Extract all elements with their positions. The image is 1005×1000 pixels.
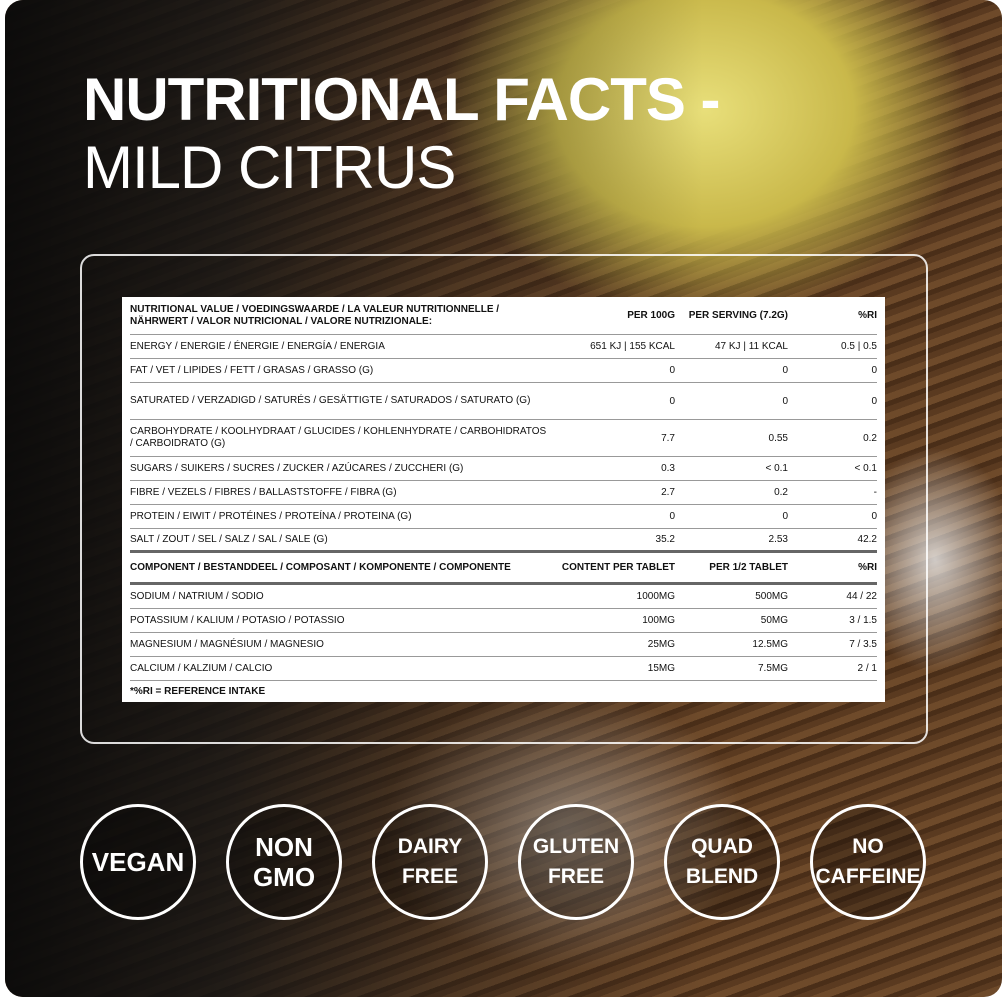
- table-cell: FIBRE / VEZELS / FIBRES / BALLASTSTOFFE …: [130, 486, 397, 498]
- badge-text: QUAD: [691, 835, 753, 858]
- table-row: SALT / ZOUT / SEL / SALZ / SAL / SALE (G…: [130, 529, 877, 553]
- table-row: POTASSIUM / KALIUM / POTASIO / POTASSIO 1…: [130, 609, 877, 633]
- badge-no-caffeine: NO CAFFEINE: [810, 804, 926, 920]
- table-cell: 1000MG: [636, 591, 675, 602]
- table-cell: 0: [782, 395, 788, 407]
- table-cell: PER SERVING (7.2G): [688, 310, 788, 321]
- table-cell: 2 / 1: [857, 663, 877, 674]
- table-cell: 2.7: [661, 487, 675, 498]
- table-cell: 0: [871, 511, 877, 522]
- table-cell: 7.7: [661, 432, 675, 444]
- table-row: CALCIUM / KALZIUM / CALCIO 15MG 7.5MG 2 / 1: [130, 657, 877, 681]
- table-cell: 25MG: [647, 639, 675, 650]
- nutrition-table: NUTRITIONAL VALUE / VOEDINGSWAARDE / LA …: [122, 297, 885, 702]
- table-cell: 0: [669, 395, 675, 407]
- table-cell: 2.53: [768, 534, 788, 545]
- table-cell: 0: [782, 511, 788, 522]
- table-row: CARBOHYDRATE / KOOLHYDRAAT / GLUCIDES / …: [130, 420, 877, 457]
- table-row: FAT / VET / LIPIDES / FETT / GRASAS / GR…: [130, 359, 877, 383]
- table-cell: %RI: [858, 310, 877, 321]
- table-cell: %RI: [858, 562, 877, 573]
- table-cell: 651 KJ | 155 KCAL: [590, 341, 675, 352]
- table-cell: SALT / ZOUT / SEL / SALZ / SAL / SALE (G…: [130, 533, 328, 545]
- table-cell: 7.5MG: [757, 663, 788, 674]
- table-cell: 3 / 1.5: [849, 615, 877, 626]
- badge-dairy-free: DAIRY FREE: [372, 804, 488, 920]
- badge-text: VEGAN: [91, 847, 185, 877]
- badge-quad-blend: QUAD BLEND: [664, 804, 780, 920]
- table-cell: 0.3: [661, 463, 675, 474]
- badge-text: CAFFEINE: [815, 865, 921, 888]
- badge-text: GLUTEN: [532, 835, 620, 858]
- table-cell: 42.2: [857, 534, 877, 545]
- table-row: FIBRE / VEZELS / FIBRES / BALLASTSTOFFE …: [130, 481, 877, 505]
- table-header-row: COMPONENT / BESTANDDEEL / COMPOSANT / KO…: [130, 553, 877, 585]
- table-cell: < 0.1: [765, 463, 788, 474]
- table-cell: 0: [669, 511, 675, 522]
- table-cell: 50MG: [760, 615, 788, 626]
- table-cell: < 0.1: [854, 463, 877, 474]
- badge-text: GMO: [252, 862, 316, 892]
- badge-text: FREE: [547, 865, 604, 888]
- table-cell: COMPONENT / BESTANDDEEL / COMPOSANT / KO…: [130, 561, 511, 573]
- table-cell: 44 / 22: [846, 591, 877, 602]
- table-header-row: NUTRITIONAL VALUE / VOEDINGSWAARDE / LA …: [130, 297, 877, 335]
- table-row: SODIUM / NATRIUM / SODIO 1000MG 500MG 44 / …: [130, 585, 877, 609]
- footnote: *%RI = REFERENCE INTAKE: [130, 686, 266, 697]
- table-cell: NUTRITIONAL VALUE / VOEDINGSWAARDE / LA …: [130, 303, 500, 327]
- table-cell: SUGARS / SUIKERS / SUCRES / ZUCKER / AZÚ…: [130, 462, 464, 474]
- page-title: NUTRITIONAL FACTS - MILD CITRUS: [83, 66, 721, 202]
- table-cell: ENERGY / ENERGIE / ÉNERGIE / ENERGÍA / E…: [130, 340, 385, 352]
- badge-text: DAIRY: [397, 835, 463, 858]
- table-cell: 500MG: [755, 591, 788, 602]
- badge-non-gmo: NON GMO: [226, 804, 342, 920]
- table-cell: PROTEIN / EIWIT / PROTÉINES / PROTEÍNA /…: [130, 510, 412, 522]
- table-cell: 35.2: [655, 534, 675, 545]
- table-cell: PER 100G: [627, 310, 675, 321]
- table-cell: 0: [871, 365, 877, 376]
- table-cell: 100MG: [642, 615, 675, 626]
- table-cell: 15MG: [647, 663, 675, 674]
- table-cell: -: [873, 487, 877, 498]
- table-cell: 0.55: [768, 432, 788, 444]
- table-cell: 0: [782, 365, 788, 376]
- table-cell: 0.2: [774, 487, 788, 498]
- table-cell: SODIUM / NATRIUM / SODIO: [130, 590, 264, 602]
- table-row: ENERGY / ENERGIE / ÉNERGIE / ENERGÍA / E…: [130, 335, 877, 359]
- table-cell: PER 1/2 TABLET: [709, 562, 788, 573]
- table-row: SUGARS / SUIKERS / SUCRES / ZUCKER / AZÚ…: [130, 457, 877, 481]
- table-frame: [80, 254, 928, 744]
- table-cell: CONTENT PER TABLET: [561, 562, 675, 573]
- table-cell: SATURATED / VERZADIGD / SATURÉS / GESÄTT…: [130, 395, 531, 406]
- table-row: MAGNESIUM / MAGNÉSIUM / MAGNESIO 25MG 12.5…: [130, 633, 877, 657]
- title-line-1: NUTRITIONAL FACTS -: [83, 66, 721, 133]
- table-cell: 0: [871, 395, 877, 407]
- table-row: PROTEIN / EIWIT / PROTÉINES / PROTEÍNA /…: [130, 505, 877, 529]
- table-cell: CARBOHYDRATE / KOOLHYDRAAT / GLUCIDES / …: [130, 426, 547, 449]
- badge-vegan: VEGAN: [80, 804, 196, 920]
- table-cell: 0: [669, 365, 675, 376]
- title-line-2: MILD CITRUS: [83, 134, 456, 201]
- badge-gluten-free: GLUTEN FREE: [518, 804, 634, 920]
- table-cell: 47 KJ | 11 KCAL: [714, 341, 788, 352]
- badge-text: FREE: [401, 865, 458, 888]
- badge-text: NO: [852, 835, 884, 858]
- table-cell: FAT / VET / LIPIDES / FETT / GRASAS / GR…: [130, 364, 374, 376]
- table-cell: 7 / 3.5: [849, 639, 877, 650]
- table-cell: 0.5 | 0.5: [841, 341, 877, 352]
- table-cell: CALCIUM / KALZIUM / CALCIO: [130, 662, 273, 674]
- table-cell: POTASSIUM / KALIUM / POTASIO / POTASSIO: [130, 614, 345, 626]
- badge-text: NON: [255, 832, 313, 862]
- table-cell: 0.2: [863, 432, 877, 444]
- table-cell: MAGNESIUM / MAGNÉSIUM / MAGNESIO: [130, 638, 324, 650]
- product-image: NUTRITIONAL FACTS - MILD CITRUS NUTRITIO…: [5, 0, 1002, 997]
- table-cell: 12.5MG: [752, 639, 788, 650]
- table-row: SATURATED / VERZADIGD / SATURÉS / GESÄTT…: [130, 383, 877, 420]
- badge-text: BLEND: [685, 865, 759, 888]
